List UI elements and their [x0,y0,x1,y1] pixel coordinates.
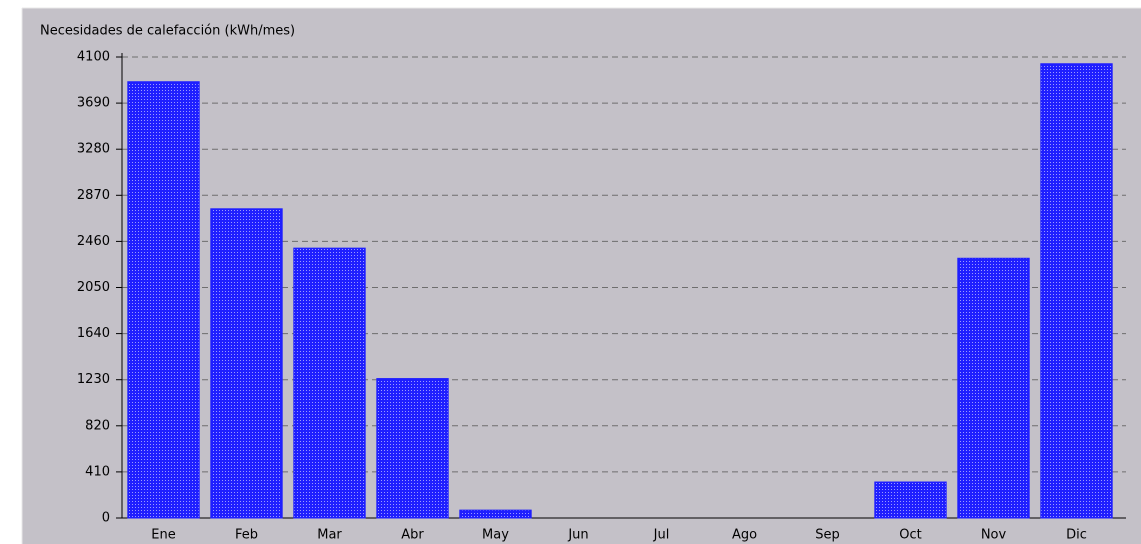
panel [22,8,1141,544]
x-tick-label: Jun [567,528,588,543]
y-tick-label: 2050 [77,280,110,295]
bar [1040,63,1113,519]
x-tick-label: Jul [653,528,670,543]
y-tick-label: 410 [85,464,110,479]
x-tick-label: Oct [899,528,921,543]
bar [210,208,283,519]
y-tick-label: 820 [85,418,110,433]
x-tick-label: Sep [815,528,840,543]
bar [957,257,1030,519]
y-tick-label: 2460 [77,234,110,249]
y-tick-label: 3690 [77,96,110,111]
x-tick-label: Ene [151,528,175,543]
bar [293,247,366,519]
x-tick-label: Ago [732,528,757,543]
x-tick-label: Mar [317,528,342,543]
y-tick-label: 2870 [77,188,110,203]
y-tick-label: 4100 [77,50,110,65]
x-tick-label: Nov [981,528,1007,543]
x-tick-label: Feb [235,528,258,543]
bar [127,81,200,519]
y-tick-label: 1230 [77,372,110,387]
x-tick-label: Dic [1066,528,1087,543]
x-tick-label: Abr [401,528,424,543]
bar [376,378,449,519]
x-tick-label: May [482,528,509,543]
y-tick-label: 3280 [77,142,110,157]
bar [459,509,532,519]
bar [874,481,947,519]
y-tick-label: 1640 [77,326,110,341]
chart-title: Necesidades de calefacción (kWh/mes) [40,24,295,39]
y-tick-label: 0 [102,511,110,526]
